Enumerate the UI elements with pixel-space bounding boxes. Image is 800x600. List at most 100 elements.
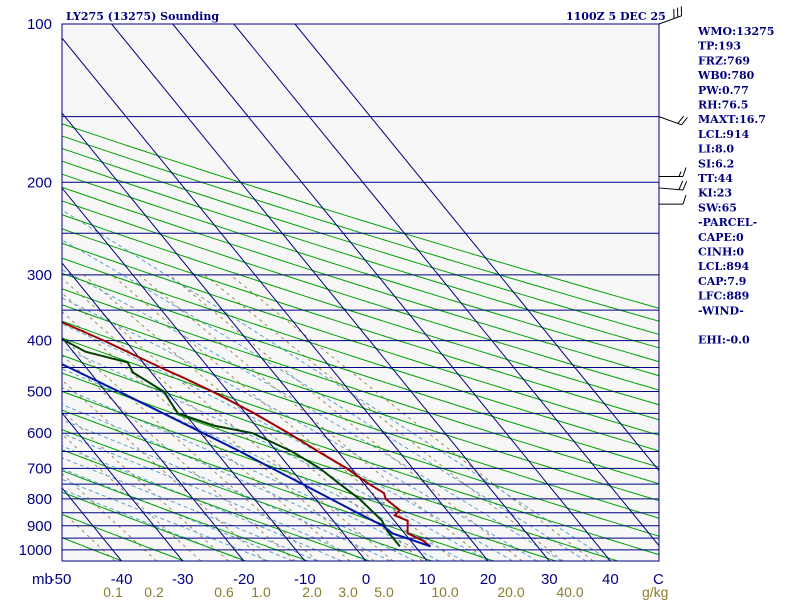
mixing-ratio-unit-label: g/kg bbox=[642, 584, 668, 600]
sounding-index: WB0:780 bbox=[697, 69, 755, 82]
isotherm bbox=[172, 24, 611, 561]
dry-adiabat bbox=[62, 513, 185, 561]
mixing-ratio-tick-label: 10.0 bbox=[431, 584, 458, 600]
temperature-tick-label: -40 bbox=[111, 571, 133, 588]
pressure-axis: 100 200 300 400 500 600 700 800 900 1000 bbox=[19, 16, 52, 559]
profiles bbox=[62, 321, 432, 548]
pressure-tick-label: 800 bbox=[27, 491, 52, 508]
sounding-index: MAXT:16.7 bbox=[698, 113, 766, 126]
pressure-tick-label: 600 bbox=[27, 425, 52, 442]
chart-title: LY275 (13275) Sounding bbox=[66, 10, 219, 23]
isotherm bbox=[233, 24, 659, 547]
sounding-index: LFC:889 bbox=[698, 290, 749, 303]
moist-adiabat bbox=[62, 419, 391, 561]
dry-adiabat bbox=[62, 372, 618, 561]
sounding-index: TP:193 bbox=[698, 40, 741, 53]
dry-adiabat bbox=[62, 429, 433, 561]
dry-adiabat bbox=[62, 491, 247, 561]
sounding-index: LCL:914 bbox=[698, 128, 750, 141]
moist-adiabat bbox=[62, 368, 465, 561]
dry-adiabat bbox=[62, 186, 659, 377]
isotherm bbox=[62, 337, 245, 561]
temperature-unit-label: C bbox=[653, 571, 664, 588]
mixing-ratio-line bbox=[169, 274, 523, 561]
mixing-ratio-line bbox=[62, 379, 266, 561]
dewpoint-trace bbox=[62, 337, 401, 548]
moist-adiabat bbox=[62, 445, 342, 561]
mixing-ratio-axis: 0.1 0.2 0.6 1.0 2.0 3.0 5.0 10.0 20.0 40.0 bbox=[103, 584, 584, 600]
temperature-tick-label: 30 bbox=[541, 571, 558, 588]
dry-adiabat bbox=[62, 242, 659, 436]
pressure-tick-label: 400 bbox=[27, 333, 52, 350]
isotherm bbox=[62, 262, 306, 561]
temperature-tick-label: -50 bbox=[50, 571, 72, 588]
sounding-index: WMO:13275 bbox=[697, 25, 774, 38]
temperature-tick-label: -20 bbox=[233, 571, 255, 588]
wind-barb-flag bbox=[677, 115, 685, 124]
wind-barb bbox=[658, 115, 688, 126]
pressure-tick-label: 100 bbox=[27, 16, 52, 33]
mixing-ratio-tick-label: 1.0 bbox=[251, 584, 271, 600]
sounding-index: PW:0.77 bbox=[698, 84, 749, 97]
mixing-ratio-line bbox=[62, 311, 351, 561]
temperature-axis: -50 -40 -30 -20 -10 0 10 20 30 40 bbox=[50, 571, 619, 588]
wind-barb-flag bbox=[678, 180, 684, 190]
pressure-tick-label: 300 bbox=[27, 267, 52, 284]
dry-adiabat bbox=[62, 228, 659, 421]
mixing-ratio-line bbox=[111, 274, 456, 561]
temperature-tick-label: 20 bbox=[480, 571, 497, 588]
sounding-index: KI:23 bbox=[698, 187, 732, 200]
dry-adiabat bbox=[62, 173, 659, 363]
dry-adiabat bbox=[62, 123, 659, 309]
sounding-index: CINH:0 bbox=[698, 246, 744, 259]
isotherm bbox=[0, 24, 61, 561]
sounding-index: FRZ:769 bbox=[698, 54, 750, 67]
wind-barb bbox=[658, 6, 683, 25]
sounding-index: LI:8.0 bbox=[698, 143, 734, 156]
isotherms bbox=[0, 24, 659, 561]
sounding-index: SW:65 bbox=[698, 201, 737, 214]
dry-adiabat bbox=[62, 409, 494, 561]
mixing-ratio-tick-label: 3.0 bbox=[338, 584, 358, 600]
temperature-trace bbox=[62, 321, 432, 548]
sounding-index: TT:44 bbox=[698, 172, 733, 185]
moist-adiabat bbox=[62, 457, 318, 561]
dry-adiabat bbox=[62, 147, 659, 335]
wind-barb bbox=[659, 194, 687, 205]
dry-adiabat bbox=[62, 470, 309, 561]
sounding-index: RH:76.5 bbox=[698, 99, 748, 112]
wind-barb-flag bbox=[682, 167, 687, 177]
mixing-ratio-line bbox=[62, 473, 157, 561]
sounding-index: CAP:7.9 bbox=[698, 275, 746, 288]
dry-adiabat bbox=[62, 160, 659, 349]
wind-barb bbox=[659, 167, 687, 178]
mixing-ratio-line bbox=[62, 433, 202, 561]
dry-adiabat bbox=[62, 337, 659, 537]
wind-barb-flag bbox=[681, 117, 688, 126]
pressure-tick-label: 500 bbox=[27, 384, 52, 401]
isotherm bbox=[62, 412, 184, 561]
isotherm bbox=[62, 187, 367, 561]
dry-adiabat bbox=[62, 304, 659, 502]
mixing-ratio-tick-label: 20.0 bbox=[497, 584, 524, 600]
pressure-unit-label: mb bbox=[32, 571, 53, 588]
mixing-ratio-line bbox=[62, 354, 296, 561]
moist-adiabat bbox=[62, 347, 489, 561]
sounding-index: CAPE:0 bbox=[698, 231, 744, 244]
mixing-ratio-line bbox=[62, 510, 116, 561]
pressure-tick-label: 1000 bbox=[19, 542, 52, 559]
dry-adiabat bbox=[62, 200, 659, 391]
temperature-tick-label: 0 bbox=[362, 571, 370, 588]
mixing-ratio-line bbox=[204, 274, 564, 561]
dry-adiabat bbox=[62, 135, 659, 322]
dry-adiabat bbox=[62, 272, 659, 468]
temperature-tick-label: 10 bbox=[419, 571, 436, 588]
moist-adiabat bbox=[62, 297, 538, 561]
mixing-ratio-tick-label: 0.2 bbox=[144, 584, 164, 600]
wind-barb-staff bbox=[658, 187, 683, 191]
parcel-trace bbox=[62, 363, 431, 548]
sounding-index: EHI:-0.0 bbox=[698, 334, 750, 347]
mixing-ratio-tick-label: 2.0 bbox=[302, 584, 322, 600]
